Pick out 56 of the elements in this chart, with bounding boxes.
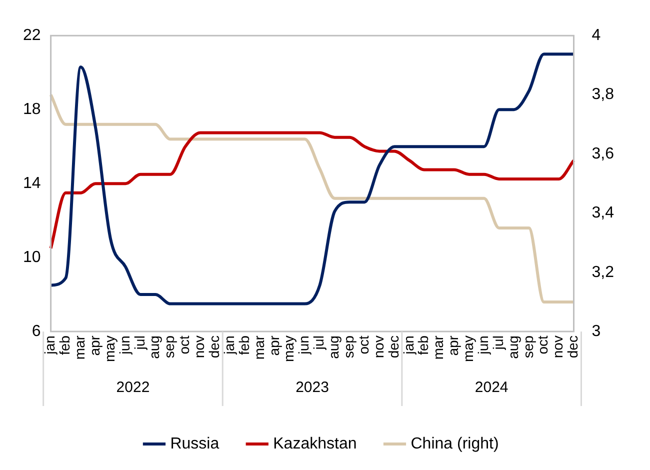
x-tick-label: may xyxy=(101,336,118,362)
x-tick-label: nov xyxy=(370,336,386,358)
x-tick-label: may xyxy=(460,336,476,362)
x-tick-label: jan xyxy=(400,336,416,356)
x-tick-label: jan xyxy=(220,336,237,356)
y-tick-label: 22 xyxy=(23,27,41,44)
y-tick-label: 14 xyxy=(23,174,41,192)
legend-label: China (right) xyxy=(410,435,499,452)
x-tick-label: mar xyxy=(430,335,446,360)
x-tick-label: jun xyxy=(474,336,491,356)
x-tick-label: feb xyxy=(56,335,73,356)
y2-tick-label: 3 xyxy=(592,322,601,340)
x-tick-label: dec xyxy=(385,336,402,358)
x-tick-label: aug xyxy=(326,336,342,359)
x-tick-label: dec xyxy=(206,336,222,358)
x-tick-label: nov xyxy=(191,336,208,358)
y2-tick-label: 3,8 xyxy=(592,86,614,104)
y2-tick-label: 3,6 xyxy=(592,145,614,162)
x-tick-label: mar xyxy=(250,335,267,360)
x-tick-label: oct xyxy=(176,335,192,354)
text: 2022 xyxy=(116,379,150,396)
x-tick-label: apr xyxy=(445,335,462,356)
x-tick-label: oct xyxy=(355,335,372,354)
x-tick-label: jan xyxy=(42,336,58,356)
x-tick-label: may xyxy=(280,336,297,362)
y2-tick-label: 3,4 xyxy=(592,204,614,222)
text: 2023 xyxy=(296,379,329,396)
y2-tick-label: 3,2 xyxy=(592,264,614,281)
legend-label: Russia xyxy=(170,435,220,452)
x-tick-label: dec xyxy=(564,336,581,358)
x-tick-label: jun xyxy=(116,336,132,356)
x-tick-label: oct xyxy=(534,335,551,354)
x-tick-label: sep xyxy=(161,335,178,358)
y-tick-label: 10 xyxy=(23,248,41,266)
x-tick-label: jul xyxy=(490,336,506,351)
y2-tick-label: 4 xyxy=(592,27,601,44)
x-tick-label: aug xyxy=(504,336,521,359)
x-tick-label: jun xyxy=(296,336,312,356)
x-tick-label: jul xyxy=(131,336,148,351)
x-tick-label: apr xyxy=(266,335,282,356)
x-tick-label: sep xyxy=(340,335,356,358)
legend-label: Kazakhstan xyxy=(273,435,357,452)
line-series xyxy=(49,52,576,306)
text: 2024 xyxy=(474,379,508,396)
y-tick-label: 18 xyxy=(23,100,41,118)
x-tick-label: sep xyxy=(520,335,536,358)
x-tick-label: aug xyxy=(146,336,162,359)
x-tick-label: feb xyxy=(415,335,432,356)
x-tick-label: feb xyxy=(236,335,252,356)
x-tick-label: jul xyxy=(310,336,327,351)
line-series xyxy=(49,93,576,304)
x-tick-label: nov xyxy=(550,336,566,358)
x-tick-label: apr xyxy=(86,335,102,356)
line-series xyxy=(49,131,576,250)
y-tick-label: 6 xyxy=(32,322,41,340)
x-tick-label: mar xyxy=(72,335,88,360)
